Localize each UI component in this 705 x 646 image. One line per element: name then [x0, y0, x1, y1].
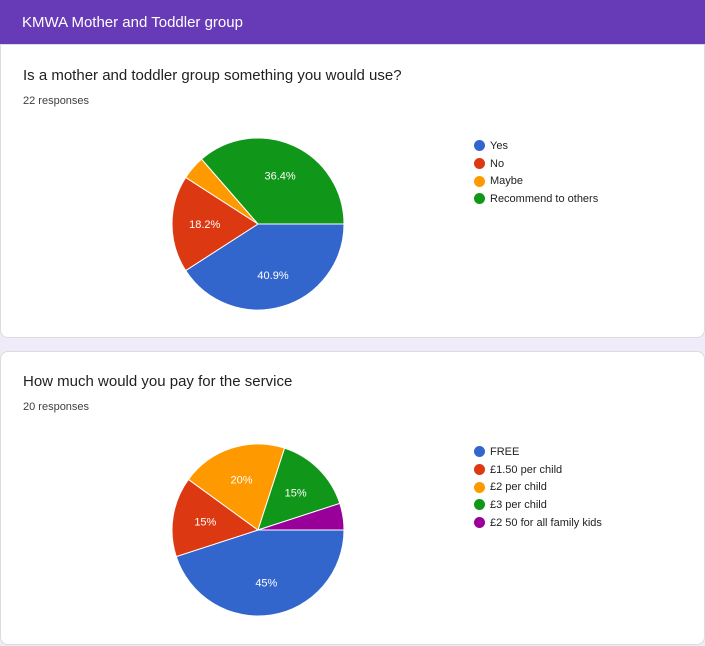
- question-title: How much would you pay for the service: [23, 373, 293, 390]
- pie-slice-1-50-per-child[interactable]: [171, 478, 260, 558]
- slice-label: 15%: [194, 517, 216, 529]
- pie-chart: 40.9% 18.2% 36.4%: [171, 137, 345, 311]
- pie-slice-free[interactable]: [175, 529, 345, 617]
- legend-label: Maybe: [490, 175, 524, 188]
- legend-dot-icon: [474, 158, 485, 170]
- pie-slice-2-50-for-all-family-kids[interactable]: [257, 502, 345, 531]
- legend-item[interactable]: £2 50 for all family kids: [474, 514, 602, 532]
- legend-label: Yes: [490, 139, 508, 152]
- response-count: 22 responses: [23, 95, 90, 107]
- pie-slice-recommend-to-others[interactable]: [200, 137, 345, 225]
- legend-item[interactable]: FREE: [474, 443, 602, 461]
- legend-dot-icon: [474, 464, 485, 476]
- legend-dot-icon: [474, 446, 485, 458]
- slice-label: 20%: [231, 474, 253, 486]
- form-title: KMWA Mother and Toddler group: [22, 14, 243, 31]
- legend-dot-icon: [474, 481, 485, 493]
- legend-item[interactable]: £3 per child: [474, 496, 602, 514]
- question-card-2: How much would you pay for the service 2…: [0, 351, 705, 645]
- pie-slice-2-per-child[interactable]: [187, 443, 286, 531]
- slice-label: 18.2%: [189, 219, 220, 231]
- legend-item[interactable]: Maybe: [474, 172, 598, 190]
- legend-dot-icon: [474, 140, 485, 152]
- legend-item[interactable]: Recommend to others: [474, 190, 598, 208]
- chart-legend: FREE £1.50 per child £2 per child £3 per ch…: [474, 443, 602, 531]
- response-count: 20 responses: [23, 401, 90, 413]
- legend-dot-icon: [474, 499, 485, 511]
- legend-label: No: [490, 157, 505, 170]
- legend-label: £3 per child: [490, 498, 547, 511]
- form-header: KMWA Mother and Toddler group: [0, 0, 705, 45]
- chart-legend: Yes No Maybe Recommend to others: [474, 137, 598, 208]
- legend-label: FREE: [490, 445, 520, 458]
- legend-item[interactable]: No: [474, 155, 598, 173]
- legend-item[interactable]: £1.50 per child: [474, 461, 602, 479]
- pie-slice-no[interactable]: [171, 176, 259, 272]
- slice-label: 40.9%: [257, 270, 288, 282]
- slice-label: 45%: [255, 578, 277, 590]
- legend-label: £2 per child: [490, 481, 547, 494]
- legend-label: Recommend to others: [490, 192, 599, 205]
- question-card-1: Is a mother and toddler group something …: [0, 44, 705, 338]
- slice-label: 15%: [285, 487, 307, 499]
- legend-label: £2 50 for all family kids: [490, 516, 602, 529]
- legend-item[interactable]: £2 per child: [474, 478, 602, 496]
- legend-dot-icon: [474, 175, 485, 187]
- legend-dot-icon: [474, 193, 485, 205]
- legend-dot-icon: [474, 517, 485, 529]
- legend-label: £1.50 per child: [490, 463, 563, 476]
- legend-item[interactable]: Yes: [474, 137, 598, 155]
- question-title: Is a mother and toddler group something …: [23, 67, 402, 84]
- pie-chart: 45% 15% 20% 15%: [171, 443, 345, 617]
- slice-label: 36.4%: [264, 170, 295, 182]
